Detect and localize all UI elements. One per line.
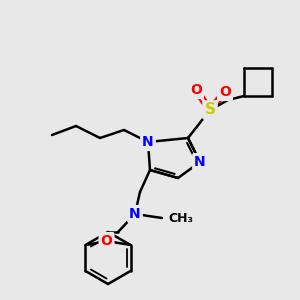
Text: N: N <box>142 135 154 149</box>
Text: O: O <box>190 83 202 97</box>
Text: N: N <box>194 155 206 169</box>
Text: CH₃: CH₃ <box>168 212 193 224</box>
Text: O: O <box>219 85 231 99</box>
Text: O: O <box>100 234 112 248</box>
Text: N: N <box>129 207 141 221</box>
Text: S: S <box>205 103 215 118</box>
